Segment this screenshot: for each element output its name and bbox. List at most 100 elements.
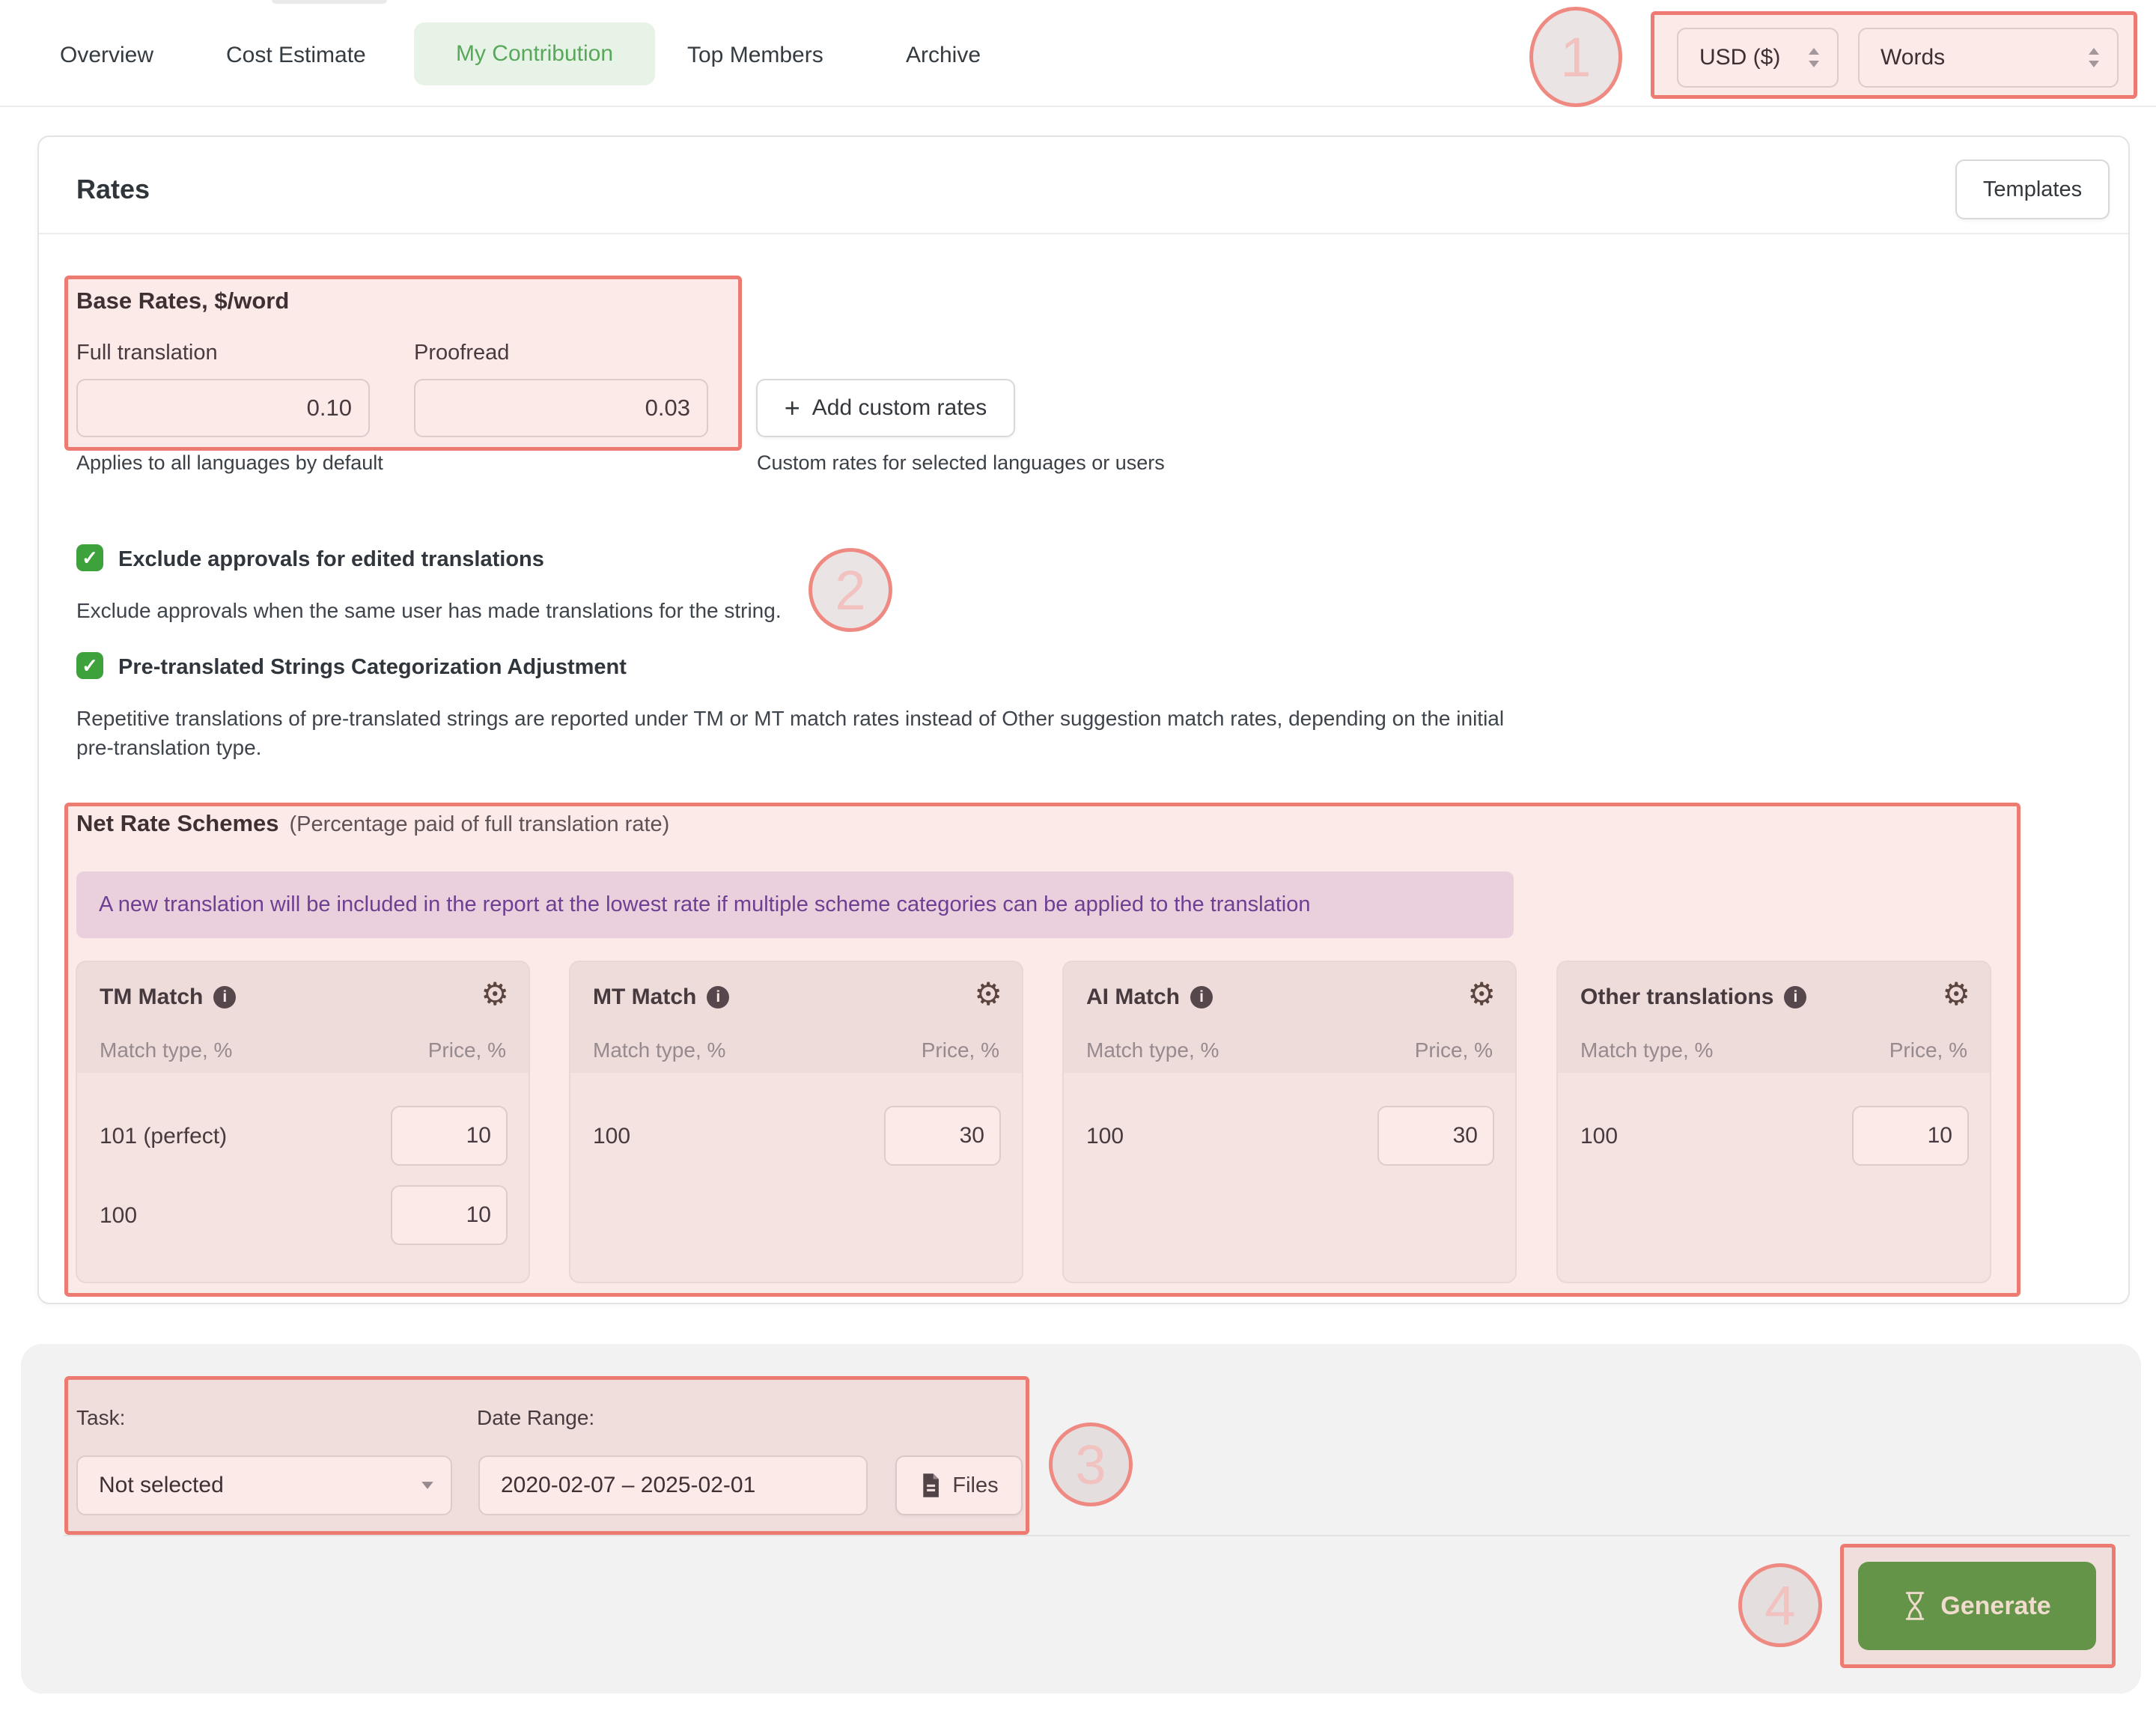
price-column-header: Price, % [1889, 1038, 1967, 1062]
gear-icon[interactable]: ⚙ [1467, 976, 1496, 1011]
base-rates-heading: Base Rates, $/word [76, 287, 290, 314]
exclude-approvals-label: Exclude approvals for edited translation… [118, 547, 544, 571]
net-rate-schemes-title-row: Net Rate Schemes (Percentage paid of ful… [76, 810, 669, 837]
check-icon: ✓ [82, 654, 98, 677]
tab-archive[interactable]: Archive [906, 43, 981, 67]
net-rate-schemes-title: Net Rate Schemes [76, 810, 279, 836]
pretranslated-description-line1: Repetitive translations of pre-translate… [76, 707, 1505, 730]
annotation-circle-3: 3 [1049, 1423, 1133, 1506]
card-header [77, 962, 529, 1073]
tab-my-contribution[interactable]: My Contribution [414, 22, 655, 85]
card-header [570, 962, 1022, 1073]
card-title: TM Match i [100, 985, 237, 1010]
annotation-number: 2 [835, 559, 866, 621]
match-type-column-header: Match type, % [1086, 1038, 1219, 1062]
annotation-number: 1 [1560, 25, 1592, 88]
top-edge-artifact [272, 0, 387, 4]
annotation-number: 4 [1764, 1574, 1796, 1637]
info-icon[interactable]: i [213, 986, 237, 1008]
file-icon [923, 1473, 940, 1497]
base-rates-note: Applies to all languages by default [76, 451, 383, 474]
info-icon[interactable]: i [1190, 986, 1213, 1008]
price-input[interactable] [884, 1106, 1001, 1166]
proofread-label: Proofread [414, 341, 510, 365]
highlight-box-net-rate-schemes [64, 803, 2021, 1297]
price-input[interactable] [391, 1106, 508, 1166]
card-title-label: MT Match [593, 985, 697, 1009]
info-icon[interactable]: i [707, 986, 730, 1008]
pretranslated-description-line2: pre-translation type. [76, 736, 262, 759]
card-header [1558, 962, 1990, 1073]
task-select[interactable]: Not selected [76, 1455, 452, 1515]
currency-select-value: USD ($) [1699, 45, 1781, 70]
task-label: Task: [76, 1406, 126, 1429]
annotation-number: 3 [1075, 1433, 1106, 1496]
match-row-label: 100 [100, 1203, 138, 1228]
ai-match-card: AI Match i ⚙ Match type, % Price, % 100 [1062, 961, 1517, 1283]
exclude-approvals-checkbox[interactable]: ✓ [76, 544, 103, 571]
match-row-label: 100 [1580, 1124, 1618, 1148]
check-icon: ✓ [82, 547, 98, 569]
unit-select[interactable]: Words [1858, 28, 2119, 88]
tab-my-contribution-label: My Contribution [455, 41, 614, 66]
gear-icon[interactable]: ⚙ [1942, 976, 1970, 1011]
plus-icon: + [784, 392, 800, 423]
exclude-approvals-description: Exclude approvals when the same user has… [76, 599, 782, 622]
match-type-column-header: Match type, % [1580, 1038, 1714, 1062]
proofread-rate-input[interactable] [414, 379, 708, 437]
info-icon[interactable]: i [1784, 986, 1807, 1008]
add-custom-rates-button[interactable]: + Add custom rates [756, 379, 1015, 437]
annotation-circle-4: 4 [1738, 1563, 1822, 1647]
footer-divider [64, 1535, 2130, 1536]
match-row-label: 100 [1086, 1124, 1124, 1148]
other-translations-card: Other translations i ⚙ Match type, % Pri… [1556, 961, 1991, 1283]
generate-button-label: Generate [1940, 1591, 2051, 1620]
price-column-header: Price, % [427, 1038, 506, 1062]
pretranslated-adjustment-label: Pre-translated Strings Categorization Ad… [118, 655, 627, 679]
highlight-box-base-rates [64, 276, 742, 451]
match-row-label: 101 (perfect) [100, 1124, 228, 1148]
tab-cost-estimate[interactable]: Cost Estimate [226, 43, 366, 67]
full-translation-rate-input[interactable] [76, 379, 370, 437]
chevron-updown-icon [2089, 48, 2099, 67]
match-type-column-header: Match type, % [100, 1038, 233, 1062]
net-rate-schemes-subtitle: (Percentage paid of full translation rat… [289, 812, 670, 836]
hourglass-icon [1906, 1592, 1925, 1620]
templates-button-label: Templates [1982, 177, 2083, 201]
card-header [1064, 962, 1515, 1073]
chevron-down-icon [421, 1482, 433, 1489]
gear-icon[interactable]: ⚙ [481, 976, 509, 1011]
rates-header-divider [39, 233, 2128, 234]
custom-rates-note: Custom rates for selected languages or u… [757, 451, 1165, 474]
date-range-label: Date Range: [477, 1406, 595, 1429]
date-range-input[interactable]: 2020-02-07 – 2025-02-01 [478, 1455, 868, 1515]
tab-top-members[interactable]: Top Members [687, 43, 823, 67]
highlight-box-generate [1840, 1544, 2116, 1668]
annotation-circle-1: 1 [1529, 7, 1622, 107]
highlight-box-task-daterange [64, 1376, 1029, 1535]
price-input[interactable] [1852, 1106, 1969, 1166]
card-title: AI Match i [1086, 985, 1213, 1010]
rates-title: Rates [76, 174, 150, 204]
pretranslated-adjustment-checkbox[interactable]: ✓ [76, 652, 103, 679]
card-title-label: TM Match [100, 985, 204, 1009]
annotation-circle-2: 2 [808, 548, 892, 632]
gear-icon[interactable]: ⚙ [974, 976, 1002, 1011]
match-type-column-header: Match type, % [593, 1038, 726, 1062]
tabs-divider [0, 106, 2156, 107]
tab-overview[interactable]: Overview [60, 43, 154, 67]
price-column-header: Price, % [921, 1038, 999, 1062]
net-rate-schemes-alert: A new translation will be included in th… [76, 871, 1514, 938]
currency-select[interactable]: USD ($) [1677, 28, 1839, 88]
files-button-label: Files [952, 1473, 999, 1497]
templates-button[interactable]: Templates [1955, 159, 2110, 219]
price-input[interactable] [391, 1185, 508, 1245]
price-input[interactable] [1377, 1106, 1494, 1166]
files-button[interactable]: Files [895, 1455, 1023, 1515]
card-title: MT Match i [593, 985, 730, 1010]
price-column-header: Price, % [1414, 1038, 1493, 1062]
generate-button[interactable]: Generate [1858, 1562, 2096, 1650]
mt-match-card: MT Match i ⚙ Match type, % Price, % 100 [569, 961, 1023, 1283]
add-custom-rates-label: Add custom rates [811, 395, 987, 420]
